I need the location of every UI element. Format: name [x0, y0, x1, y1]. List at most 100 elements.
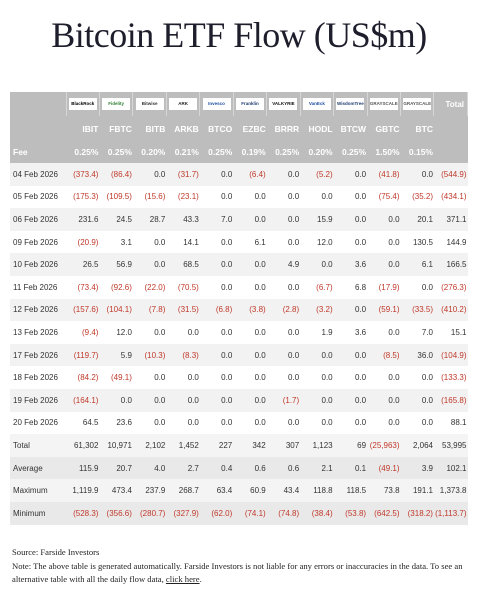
- flow-value: 0.0: [288, 237, 300, 247]
- page-title: Bitcoin ETF Flow (US$m): [51, 15, 427, 55]
- flow-value: (318.2): [400, 501, 434, 525]
- data-row: 10 Feb 2026 26.5 56.9 0.0 68.5 0.0 0.0 4.9 0.0 3.…: [10, 253, 468, 276]
- flow-value: 15.9: [300, 208, 334, 231]
- flow-value: 1.9: [321, 327, 333, 337]
- header-cell: [10, 116, 66, 141]
- flow-value: (175.3): [73, 192, 99, 202]
- flow-value: (92.6): [111, 282, 132, 292]
- etf-flow-table: BlackRock Fidelity Bitwise ARK Invesco Frankl…: [10, 92, 468, 525]
- flow-value: 36.0: [400, 343, 434, 367]
- flow-value: 0.0: [266, 208, 301, 231]
- flow-value: 88.1: [450, 418, 467, 428]
- flow-value: 371.1: [433, 208, 468, 231]
- flow-value: 0.0: [254, 418, 266, 428]
- flow-value: 0.0: [388, 237, 400, 247]
- flow-value: 0.0: [367, 253, 401, 276]
- fund-logo: Franklin: [235, 98, 264, 110]
- flow-value: (31.7): [166, 163, 200, 186]
- flow-value: (5.2): [300, 163, 334, 186]
- fee-value: 0.25%: [266, 141, 301, 163]
- fund-logo: Invesco: [202, 98, 231, 110]
- flow-value: 0.0: [221, 192, 233, 202]
- flow-value: (41.8): [367, 163, 401, 186]
- flow-value: (3.8): [233, 298, 267, 322]
- flow-value: 0.0: [187, 327, 199, 337]
- flow-value: (86.4): [99, 163, 133, 186]
- row-label: 20 Feb 2026: [13, 418, 58, 428]
- flow-value: (9.4): [82, 327, 99, 337]
- flow-value: 0.0: [421, 282, 433, 292]
- data-row: 20 Feb 2026 64.5 23.6 0.0 0.0 0.0 0.0 0.0 0.0 0.0…: [10, 412, 468, 435]
- flow-value: 0.0: [388, 418, 400, 428]
- flow-value: 0.0: [333, 208, 368, 231]
- flow-value: 24.5: [99, 208, 133, 231]
- link[interactable]: click here: [165, 574, 200, 584]
- flow-value: 0.0: [221, 373, 233, 383]
- flow-value: (15.6): [144, 192, 166, 202]
- flow-value: 0.0: [233, 253, 267, 276]
- logo-cell: VanEck: [300, 92, 335, 116]
- flow-value: 0.0: [421, 373, 433, 383]
- ticker: GBTC: [367, 116, 401, 141]
- data-row: 18 Feb 2026 (84.2) (49.1) 0.0 0.0 0.0 0.0 0.0 0.…: [10, 366, 468, 389]
- total-header: Total: [433, 92, 468, 116]
- flow-value: 307: [266, 434, 301, 457]
- flow-value: 0.0: [354, 373, 367, 383]
- flow-value: 0.0: [367, 388, 401, 412]
- data-row: 11 Feb 2026 (73.4) (92.6) (22.0) (70.5) 0.0 0.…: [10, 276, 468, 299]
- flow-value: 3.6: [333, 253, 368, 276]
- flow-value: 130.5: [412, 237, 433, 247]
- flow-value: (104.9): [433, 343, 468, 367]
- flow-value: 0.0: [333, 343, 368, 367]
- flow-value: 1,452: [166, 434, 200, 457]
- ticker: BTCW: [333, 116, 368, 141]
- flow-value: 0.0: [154, 327, 166, 337]
- flow-value: (38.4): [300, 501, 334, 525]
- flow-value: 60.9: [233, 479, 267, 502]
- logo-cell: VALKYRIE: [266, 92, 301, 116]
- logo-cell: Franklin: [233, 92, 268, 116]
- flow-value: 0.0: [154, 373, 166, 383]
- flow-value: 20.7: [99, 456, 133, 480]
- flow-value: (280.7): [132, 501, 167, 525]
- flow-value: 268.7: [166, 479, 200, 502]
- source: Source: Farside Investors: [12, 547, 100, 557]
- fund-logo: Bitwise: [135, 98, 164, 110]
- flow-value: 0.0: [221, 327, 233, 337]
- fee-label: Fee: [10, 141, 66, 163]
- flow-value: 6.8: [354, 282, 367, 292]
- flow-value: 0.0: [221, 237, 233, 247]
- flow-value: 0.0: [187, 373, 199, 383]
- flow-value: (74.8): [266, 501, 301, 525]
- flow-value: (49.1): [367, 456, 401, 480]
- flow-value: 0.0: [367, 208, 401, 231]
- flow-value: (434.1): [441, 192, 467, 202]
- flow-value: (104.1): [99, 298, 133, 322]
- flow-value: (20.9): [77, 237, 99, 247]
- flow-value: 118.8: [300, 479, 334, 502]
- flow-value: 0.0: [388, 327, 400, 337]
- ticker: BRRR: [266, 116, 301, 141]
- summary-row: Maximum 1,119.9 473.4 237.9 268.7 63.4 60.9 43.…: [10, 479, 468, 502]
- flow-value: 102.1: [433, 456, 468, 480]
- flow-value: 0.0: [388, 373, 400, 383]
- row-label: 12 Feb 2026: [10, 298, 66, 322]
- fee-row: Fee 0.25% 0.25% 0.20% 0.21% 0.25% 0.19% 0.25% 0.…: [10, 141, 468, 163]
- data-row: 04 Feb 2026 (373.4) (86.4) 0.0 (31.7) 0.0 (6.4…: [10, 163, 468, 186]
- flow-value: 227: [199, 434, 234, 457]
- flow-value: (73.4): [77, 282, 99, 292]
- flow-value: 0.0: [321, 373, 333, 383]
- logo-cell: GRAYSCALE: [367, 92, 402, 116]
- logo-row: BlackRock Fidelity Bitwise ARK Invesco Frankl…: [10, 92, 468, 116]
- flow-value: 0.0: [132, 253, 167, 276]
- logo-cell: GRAYSCALE: [400, 92, 435, 116]
- header-cell: [10, 92, 67, 116]
- flow-value: (276.3): [441, 282, 467, 292]
- flow-value: (70.5): [177, 282, 199, 292]
- flow-value: 3.6: [354, 327, 367, 337]
- row-label: 18 Feb 2026: [13, 373, 58, 383]
- flow-value: 118.5: [333, 479, 368, 502]
- flow-value: 0.0: [288, 192, 300, 202]
- note-end: .: [199, 574, 202, 584]
- flow-value: 15.1: [450, 327, 467, 337]
